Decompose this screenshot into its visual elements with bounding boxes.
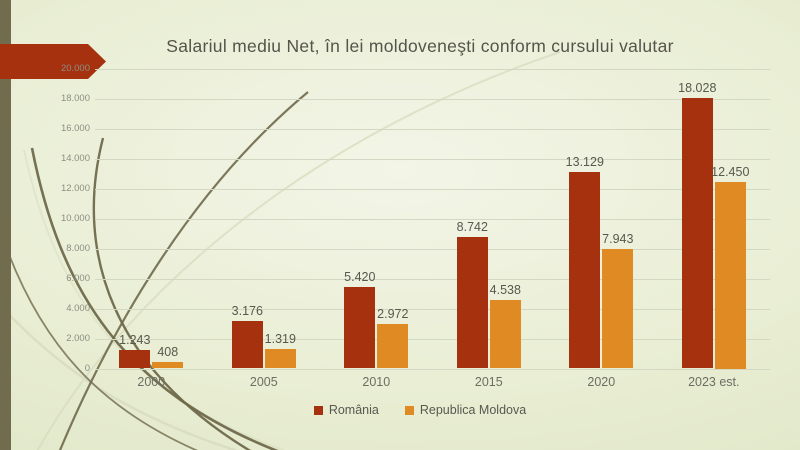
grass-blade-dark (58, 91, 309, 450)
legend-label-rom-nia: România (328, 403, 379, 417)
data-label-rom-nia: 5.420 (344, 270, 376, 285)
grass-blade-light (36, 51, 561, 450)
y-axis-label: 20.000 (60, 63, 90, 74)
gridline (95, 278, 770, 280)
gridline (95, 98, 770, 100)
legend-label-republica-moldova: Republica Moldova (419, 403, 527, 417)
bar-republica-moldova (264, 348, 296, 369)
data-label-republica-moldova: 408 (157, 345, 179, 360)
data-label-rom-nia: 13.129 (565, 154, 604, 169)
x-axis-label: 2020 (587, 375, 616, 389)
grass-blade-dark (7, 251, 199, 450)
x-axis-label: 2023 est. (688, 375, 740, 389)
data-label-rom-nia: 1.243 (119, 332, 151, 347)
bar-republica-moldova (714, 181, 746, 369)
y-axis-label: 16.000 (60, 123, 90, 134)
data-label-republica-moldova: 12.450 (711, 164, 750, 179)
grass-blade-dark (30, 147, 279, 450)
data-label-rom-nia: 3.176 (231, 303, 263, 318)
bar-rom-nia (119, 349, 151, 369)
data-label-republica-moldova: 1.319 (264, 331, 296, 346)
gridline (95, 218, 770, 220)
gridline (95, 308, 770, 310)
x-axis-label: 2000 (137, 375, 166, 389)
y-axis-label: 0 (84, 363, 90, 374)
gridline (95, 68, 770, 70)
y-axis-label: 10.000 (60, 213, 90, 224)
left-edge-bar-decoration (0, 0, 11, 450)
grass-blade-light (23, 149, 286, 450)
data-label-rom-nia: 18.028 (678, 81, 717, 96)
gridline (95, 248, 770, 250)
legend-swatch-rom-nia (313, 405, 323, 415)
gridline (95, 188, 770, 190)
y-axis-label: 12.000 (60, 183, 90, 194)
x-axis-label: 2015 (474, 375, 503, 389)
gridline (95, 338, 770, 340)
chart-legend: România Republica Moldova (0, 403, 800, 417)
chart-title: Salariul mediu Net, în lei moldoveneşti … (166, 36, 674, 56)
bar-rom-nia (456, 237, 488, 369)
bar-republica-moldova (152, 362, 184, 369)
x-axis-label: 2005 (249, 375, 278, 389)
data-label-republica-moldova: 4.538 (489, 283, 521, 298)
y-axis-label: 6.000 (66, 273, 90, 284)
y-axis-label: 2.000 (66, 333, 90, 344)
bar-rom-nia (344, 287, 376, 369)
grass-blade-light (0, 303, 239, 450)
bar-rom-nia (681, 98, 713, 369)
bar-republica-moldova (602, 249, 634, 369)
gridline (95, 158, 770, 160)
y-axis-label: 8.000 (66, 243, 90, 254)
bar-rom-nia (231, 320, 263, 369)
bar-republica-moldova (489, 300, 521, 369)
legend-swatch-republica-moldova (404, 405, 414, 415)
bar-rom-nia (569, 171, 601, 369)
bar-republica-moldova (377, 323, 409, 369)
gridline (95, 368, 770, 370)
legend-item-republica-moldova: Republica Moldova (404, 403, 527, 417)
grass-blade-dark (92, 137, 252, 450)
gridline (95, 128, 770, 130)
data-label-republica-moldova: 2.972 (377, 306, 409, 321)
y-axis-label: 4.000 (66, 303, 90, 314)
data-label-rom-nia: 8.742 (456, 220, 488, 235)
legend-item-rom-nia: România (313, 403, 379, 417)
data-label-republica-moldova: 7.943 (602, 232, 634, 247)
x-axis-label: 2010 (362, 375, 391, 389)
y-axis-label: 14.000 (60, 153, 90, 164)
red-arrow-decoration (0, 44, 106, 79)
y-axis-label: 18.000 (60, 93, 90, 104)
